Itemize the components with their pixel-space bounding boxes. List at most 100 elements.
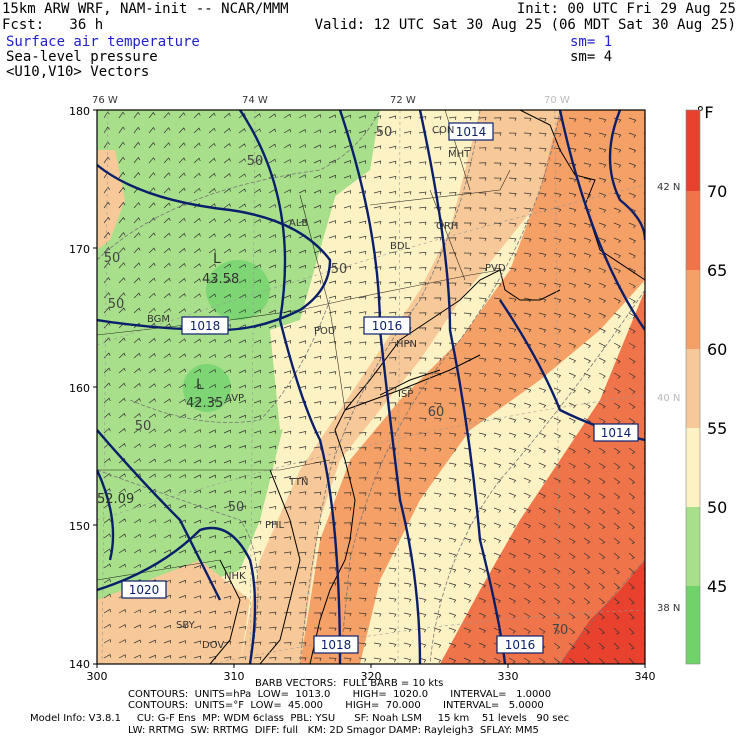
minimum-value: 42.35 (186, 396, 223, 411)
temperature-fill (97, 110, 645, 664)
temperature-contour-info: CONTOURS: UNITS=°F LOW= 45.000 HIGH= 70.… (128, 700, 544, 711)
model-info: Model Info: V3.8.1 CU: G-F Ens MP: WDM 6… (30, 713, 570, 724)
station-label: POU (314, 326, 335, 337)
isotherm-label: 50 (376, 125, 393, 140)
isobar-label: 1018 (181, 316, 229, 335)
isotherm-label: 50 (108, 297, 125, 312)
colorbar-swatch (686, 586, 700, 664)
colorbar-label: 55 (707, 419, 727, 438)
longitude-labels: 76 W 74 W 72 W 70 W (92, 95, 570, 106)
lat-label: 42 N (657, 182, 680, 193)
svg-text:1014: 1014 (601, 426, 632, 440)
colorbar-swatch (686, 191, 700, 270)
field-wind-vectors: <U10,V10> Vectors (6, 64, 150, 80)
temperature-minima: L 43.58 L 42.35 52.09 (97, 251, 239, 507)
model-physics: LW: RRTMG SW: RRTMG DIFF: full KM: 2D Sm… (128, 725, 539, 736)
isotherm-labels: 50 50 50 50 50 50 60 70 50 (104, 125, 569, 638)
colorbar-label: 65 (707, 261, 727, 280)
x-tick: 300 (87, 670, 108, 683)
graticule (97, 110, 645, 664)
lon-label: 70 W (544, 95, 570, 106)
y-tick: 150 (69, 520, 90, 533)
svg-text:1020: 1020 (129, 583, 160, 597)
isobar-label: 1018 (313, 635, 359, 654)
isotherm-label: 60 (428, 405, 445, 420)
isotherms (97, 110, 645, 664)
lon-label: 72 W (390, 95, 416, 106)
svg-text:1016: 1016 (505, 638, 536, 652)
lat-label: 38 N (657, 603, 680, 614)
color-bar: °F 70 65 60 55 50 45 (685, 103, 727, 665)
pressure-contour-info: CONTOURS: UNITS=hPa LOW= 1013.0 HIGH= 10… (128, 689, 552, 700)
latitude-labels: 42 N 40 N 38 N (657, 182, 680, 614)
isobars (97, 110, 645, 664)
model-title: 15km ARW WRF, NAM-init -- NCAR/MMM (2, 1, 289, 17)
coastline (209, 110, 645, 664)
low-mark: L (213, 251, 221, 267)
colorbar-label: 70 (707, 182, 727, 201)
station-label: AVP (225, 393, 244, 404)
colorbar-labels: 70 65 60 55 50 45 (707, 182, 727, 596)
isobar-label: 1020 (121, 580, 167, 599)
init-time: Init: 00 UTC Fri 29 Aug 25 (516, 1, 736, 17)
isobar-label: 1016 (363, 316, 411, 335)
colorbar-label: 50 (707, 498, 727, 517)
minimum-value: 52.09 (97, 492, 134, 507)
svg-text:1014: 1014 (456, 125, 487, 139)
y-tick: 180 (69, 105, 90, 118)
minimum-value: 43.58 (202, 272, 239, 287)
colorbar-swatch (686, 270, 700, 349)
colorbar-swatch (686, 507, 700, 586)
isobar-label: 1014 (593, 423, 639, 442)
x-tick: 340 (635, 670, 656, 683)
smoothing-pressure: sm= 4 (570, 49, 613, 65)
lat-label: 40 N (657, 393, 680, 404)
station-label: PVD (485, 263, 506, 274)
station-label: NHK (224, 571, 246, 582)
x-tick: 310 (224, 670, 245, 683)
station-label: MHT (448, 149, 471, 160)
barb-vectors-note: BARB VECTORS: FULL BARB = 10 kts (255, 678, 444, 689)
valid-time: Valid: 12 UTC Sat 30 Aug 25 (06 MDT Sat … (314, 17, 736, 33)
y-tick: 170 (69, 243, 90, 256)
smoothing-temperature: sm= 1 (570, 34, 613, 50)
isobar-label: 1016 (496, 635, 544, 654)
isotherm-label: 50 (104, 251, 121, 266)
isotherm-label: 50 (247, 154, 264, 169)
station-label: ORH (436, 221, 458, 232)
colorbar-swatch (686, 349, 700, 428)
station-label: SBY (176, 620, 196, 631)
station-labels: CON MHT ORH ALB BDL PVD BGM POU HPN AVP … (147, 125, 506, 651)
station-label: ISP (398, 389, 413, 400)
lon-label: 76 W (92, 95, 118, 106)
y-tick: 160 (69, 382, 90, 395)
isotherm-label: 50 (331, 262, 348, 277)
station-label: TTN (288, 477, 309, 488)
x-axis-ticks: 300 310 320 330 340 (87, 670, 656, 683)
field-pressure: Sea-level pressure (6, 49, 158, 65)
isobar-labels: 1014 1018 1016 1014 1020 1018 1016 (121, 122, 639, 654)
colorbar-swatch (686, 428, 700, 507)
colorbar-unit: °F (696, 103, 713, 122)
x-tick: 330 (498, 670, 519, 683)
colorbar-label: 45 (707, 577, 727, 596)
station-label: BGM (147, 314, 170, 325)
station-label: PHL (265, 520, 285, 531)
y-tick: 140 (69, 658, 90, 671)
forecast-hour: Fcst: 36 h (2, 17, 104, 33)
isotherm-label: 50 (228, 500, 245, 515)
station-label: DOV (202, 640, 224, 651)
isotherm-label: 70 (552, 623, 569, 638)
lon-label: 74 W (242, 95, 268, 106)
svg-text:1018: 1018 (190, 319, 221, 333)
isotherm-label: 50 (135, 419, 152, 434)
svg-text:1018: 1018 (321, 638, 352, 652)
station-label: ALB (289, 218, 308, 229)
station-label: CON (432, 125, 454, 136)
colorbar-label: 60 (707, 340, 727, 359)
svg-text:1016: 1016 (372, 319, 403, 333)
field-temperature: Surface air temperature (6, 34, 200, 50)
isobar-label: 1014 (448, 122, 494, 141)
colorbar-swatch (686, 110, 700, 191)
station-label: BDL (390, 241, 411, 252)
